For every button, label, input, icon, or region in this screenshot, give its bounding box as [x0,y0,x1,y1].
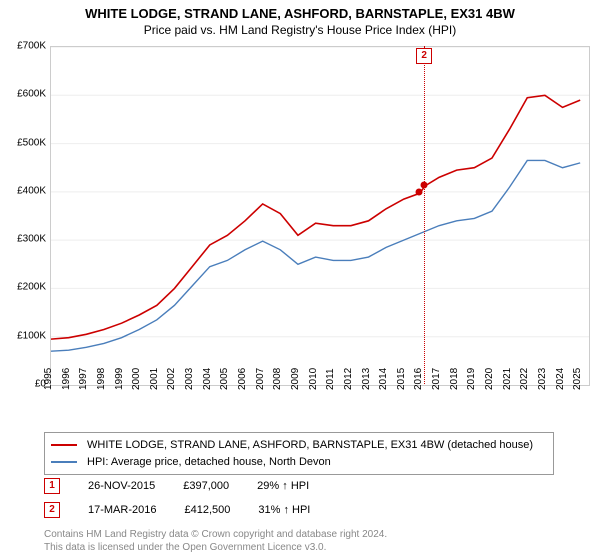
chart-container: WHITE LODGE, STRAND LANE, ASHFORD, BARNS… [0,0,600,560]
series-hpi [51,160,580,351]
footer: Contains HM Land Registry data © Crown c… [44,528,387,554]
y-tick-label: £100K [17,330,46,341]
sale-date-2: 17-MAR-2016 [88,504,156,516]
x-tick-label: 2017 [431,368,442,390]
x-tick-label: 2008 [272,368,283,390]
x-tick-label: 2000 [131,368,142,390]
x-tick-label: 2006 [237,368,248,390]
x-tick-label: 2011 [325,368,336,390]
legend-item-property: WHITE LODGE, STRAND LANE, ASHFORD, BARNS… [51,437,547,454]
chart-subtitle: Price paid vs. HM Land Registry's House … [0,23,600,41]
arrow-up-icon [283,504,289,516]
sale-callout-box: 2 [416,48,432,64]
sale-price-1: £397,000 [183,480,229,492]
sale-point-2 [421,181,428,188]
footer-line-2: This data is licensed under the Open Gov… [44,541,387,554]
plot-area [50,46,590,386]
x-tick-label: 1997 [78,368,89,390]
x-tick-label: 1995 [43,368,54,390]
series-property [51,95,580,339]
sale-marker-1: 1 [44,478,60,494]
legend-swatch-property [51,444,77,446]
chart-title: WHITE LODGE, STRAND LANE, ASHFORD, BARNS… [0,0,600,23]
x-tick-label: 2021 [502,368,513,390]
legend-label-property: WHITE LODGE, STRAND LANE, ASHFORD, BARNS… [87,437,533,454]
sale-date-1: 26-NOV-2015 [88,480,155,492]
x-tick-label: 2016 [413,368,424,390]
x-tick-label: 2009 [290,368,301,390]
legend-item-hpi: HPI: Average price, detached house, Nort… [51,454,547,471]
footer-line-1: Contains HM Land Registry data © Crown c… [44,528,387,541]
y-tick-label: £200K [17,282,46,293]
x-tick-label: 2012 [343,368,354,390]
sale-pct-2: 31% HPI [258,504,310,516]
y-tick-label: £700K [17,41,46,52]
sale-marker-2: 2 [44,502,60,518]
x-tick-label: 2003 [184,368,195,390]
x-tick-label: 1998 [96,368,107,390]
plot-svg [51,47,589,385]
x-tick-label: 2005 [219,368,230,390]
x-tick-label: 2023 [537,368,548,390]
x-tick-label: 2010 [308,368,319,390]
x-tick-label: 2013 [361,368,372,390]
x-tick-label: 2002 [166,368,177,390]
x-tick-label: 1996 [61,368,72,390]
legend-swatch-hpi [51,461,77,463]
sale-price-2: £412,500 [184,504,230,516]
chart-outer: £0£100K£200K£300K£400K£500K£600K£700K199… [8,46,592,416]
legend-label-hpi: HPI: Average price, detached house, Nort… [87,454,331,471]
x-tick-label: 2025 [572,368,583,390]
x-tick-label: 2014 [378,368,389,390]
x-tick-label: 2007 [255,368,266,390]
y-tick-label: £300K [17,234,46,245]
sale-row-2: 2 17-MAR-2016 £412,500 31% HPI [44,502,310,518]
x-tick-label: 2022 [519,368,530,390]
sale-pct-1: 29% HPI [257,480,309,492]
y-tick-label: £600K [17,89,46,100]
arrow-up-icon [282,480,288,492]
x-tick-label: 2004 [202,368,213,390]
x-tick-label: 2018 [449,368,460,390]
y-tick-label: £500K [17,137,46,148]
x-tick-label: 2019 [466,368,477,390]
sale-guideline [424,46,425,384]
x-tick-label: 2020 [484,368,495,390]
sale-point-1 [415,189,422,196]
x-tick-label: 1999 [114,368,125,390]
x-tick-label: 2024 [555,368,566,390]
sale-row-1: 1 26-NOV-2015 £397,000 29% HPI [44,478,309,494]
y-tick-label: £400K [17,185,46,196]
x-tick-label: 2001 [149,368,160,390]
legend-box: WHITE LODGE, STRAND LANE, ASHFORD, BARNS… [44,432,554,475]
x-tick-label: 2015 [396,368,407,390]
